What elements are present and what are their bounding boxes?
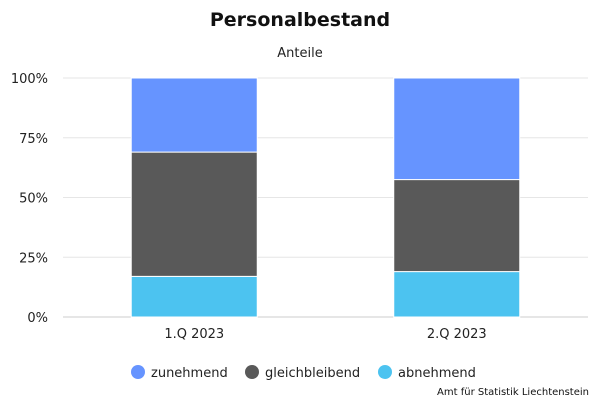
legend-label: gleichbleibend	[265, 366, 360, 381]
legend-marker	[245, 365, 259, 379]
y-tick-label: 75%	[19, 132, 48, 147]
x-axis-labels: 1.Q 2023 2.Q 2023	[164, 327, 486, 342]
x-tick-label: 1.Q 2023	[164, 327, 224, 342]
chart-title: Personalbestand	[210, 9, 390, 31]
legend-item-abnehmend[interactable]: abnehmend	[378, 365, 476, 381]
legend-marker	[131, 365, 145, 379]
bar-layer	[130, 77, 521, 318]
bar-segment-gleichbleibend[interactable]	[130, 151, 258, 277]
y-tick-label: 0%	[27, 311, 48, 326]
y-axis-labels: 0% 25% 50% 75% 100%	[11, 72, 48, 326]
bar-segment-zunehmend[interactable]	[393, 77, 521, 181]
legend-label: zunehmend	[151, 366, 228, 381]
legend[interactable]: zunehmend gleichbleibend abnehmend	[131, 365, 476, 381]
legend-item-gleichbleibend[interactable]: gleichbleibend	[245, 365, 360, 381]
y-tick-label: 50%	[19, 192, 48, 207]
legend-marker	[378, 365, 392, 379]
bar-segment-gleichbleibend[interactable]	[393, 179, 521, 273]
x-tick-label: 2.Q 2023	[427, 327, 487, 342]
legend-item-zunehmend[interactable]: zunehmend	[131, 365, 228, 381]
bar-segment-abnehmend[interactable]	[130, 275, 258, 318]
bar-segment-zunehmend[interactable]	[130, 77, 258, 153]
legend-label: abnehmend	[398, 366, 476, 381]
chart-subtitle: Anteile	[277, 46, 322, 61]
chart-credits[interactable]: Amt für Statistik Liechtenstein	[437, 387, 589, 398]
y-tick-label: 25%	[19, 251, 48, 266]
y-tick-label: 100%	[11, 72, 48, 87]
bar-segment-abnehmend[interactable]	[393, 271, 521, 318]
